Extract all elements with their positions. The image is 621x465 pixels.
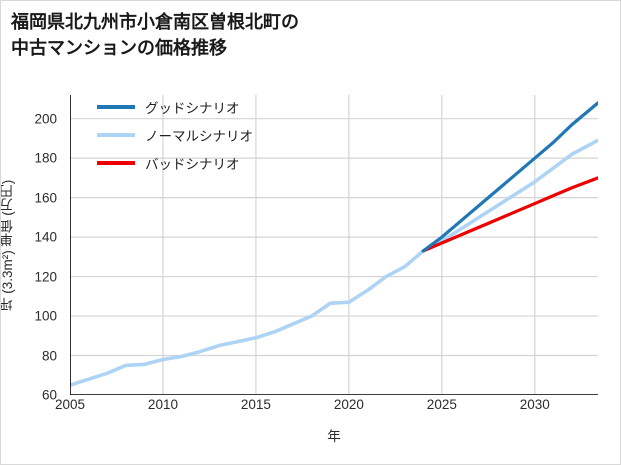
- x-axis-tick-label: 2010: [147, 397, 178, 412]
- y-axis-tick-label: 200: [34, 111, 57, 127]
- legend-color-swatch: [97, 105, 135, 109]
- y-axis-tick-label: 80: [41, 348, 57, 364]
- y-axis-tick-label: 120: [34, 269, 57, 285]
- y-axis-tick-label: 60: [41, 387, 57, 403]
- legend-item-label: グッドシナリオ: [145, 101, 240, 116]
- legend-item-label: バッドシナリオ: [145, 157, 240, 172]
- legend-item[interactable]: グッドシナリオ: [97, 96, 327, 118]
- gridlines: [70, 95, 598, 395]
- y-axis-tick-label: 100: [34, 308, 57, 324]
- x-axis-tick-label: 2015: [240, 397, 271, 412]
- x-axis-tick-label: 2005: [54, 397, 86, 412]
- chart-title: 福岡県北九州市小倉南区曽根北町の 中古マンションの価格推移: [11, 12, 299, 59]
- legend-color-swatch: [97, 161, 135, 165]
- series-line: [421, 176, 598, 253]
- series-lines: [70, 101, 598, 387]
- x-axis-title: 年: [327, 429, 341, 444]
- chart-legend: グッドシナリオ ノーマルシナリオ バッドシナリオ: [97, 96, 327, 180]
- legend-item[interactable]: ノーマルシナリオ: [97, 124, 327, 146]
- plot-area: [70, 95, 598, 395]
- y-axis-tick-label: 180: [34, 150, 57, 166]
- y-axis-tick-label: 160: [34, 190, 57, 206]
- x-axis-tick-label: 2020: [333, 397, 364, 412]
- x-axis-tick-label: 2025: [426, 397, 457, 412]
- legend-color-swatch: [97, 133, 135, 137]
- series-line: [421, 101, 598, 253]
- series-line: [70, 138, 598, 387]
- x-axis-tick-label: 2030: [519, 397, 550, 412]
- legend-item-label: ノーマルシナリオ: [145, 129, 253, 144]
- legend-item[interactable]: バッドシナリオ: [97, 152, 327, 174]
- y-axis-tick-label: 140: [34, 229, 57, 245]
- chart-plot-svg: [70, 95, 598, 395]
